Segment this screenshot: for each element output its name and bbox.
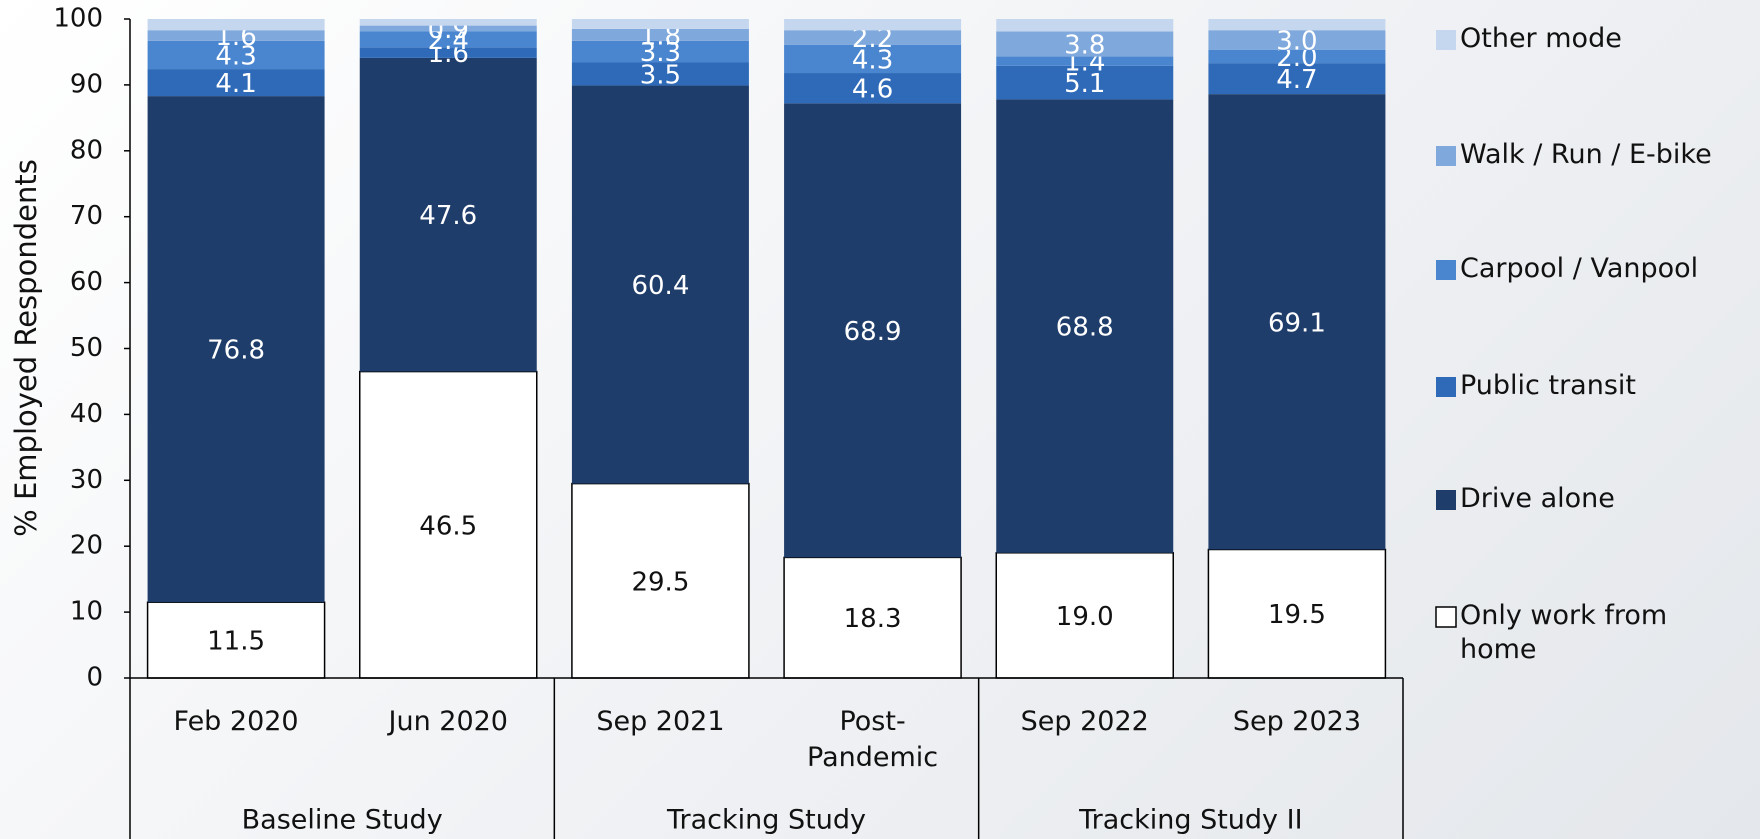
- bar-segment: [784, 44, 962, 74]
- data-label: 4.1: [215, 69, 256, 99]
- group-label: Baseline Study: [242, 805, 443, 836]
- bar-segment: [1208, 94, 1386, 550]
- data-label: 4.7: [1276, 65, 1317, 95]
- bar-segment: [147, 30, 325, 41]
- bar-segment: [147, 69, 325, 97]
- data-label: 5.1: [1064, 69, 1105, 99]
- data-label: 4.6: [852, 75, 893, 105]
- bar-segment: [1207, 548, 1387, 679]
- bar-segment: [147, 19, 325, 31]
- bar-segment: [784, 30, 962, 45]
- legend-swatch: [1435, 606, 1457, 628]
- data-label: 68.8: [1056, 313, 1114, 343]
- y-tick-label: 80: [70, 135, 103, 165]
- bar-segment: [571, 19, 749, 29]
- data-label: 3.0: [1276, 27, 1317, 57]
- legend-label: Other mode: [1460, 23, 1622, 54]
- bar-segment: [996, 65, 1174, 100]
- bar-segment: [996, 31, 1174, 57]
- data-label: 46.5: [419, 511, 477, 541]
- bar-segment: [359, 370, 538, 679]
- legend-swatch: [1436, 490, 1456, 510]
- legend-label: Only work from home: [1460, 600, 1668, 665]
- data-label: 4.3: [215, 41, 256, 71]
- bar-segment: [359, 19, 537, 26]
- legend-swatch: [1436, 377, 1456, 397]
- bar-segment: [996, 56, 1174, 66]
- bar-segment: [571, 85, 749, 484]
- y-tick-label: 0: [86, 663, 103, 693]
- bar-segment: [1208, 19, 1386, 31]
- bar-segment: [784, 19, 962, 31]
- data-label: 29.5: [631, 567, 689, 597]
- bar-segment: [359, 47, 537, 58]
- x-tick-label: Sep 2022: [1020, 706, 1149, 737]
- y-tick-label: 10: [70, 597, 103, 627]
- y-tick-label: 70: [70, 201, 103, 231]
- data-label: 76.8: [207, 336, 265, 366]
- y-tick-label: 60: [70, 267, 103, 297]
- y-tick-label: 40: [70, 399, 103, 429]
- group-label: Tracking Study: [666, 805, 866, 836]
- bar-segment: [359, 31, 537, 48]
- bar-segment: [571, 40, 749, 63]
- y-tick-label: 30: [70, 465, 103, 495]
- bar-segment: [571, 28, 749, 41]
- legend-swatch: [1436, 260, 1456, 280]
- data-label: 3.5: [640, 61, 681, 91]
- y-axis-label: % Employed Respondents: [9, 159, 43, 537]
- bar-segment: [995, 552, 1174, 679]
- data-label: 19.0: [1056, 602, 1114, 632]
- y-tick-label: 100: [53, 4, 103, 34]
- data-label: 60.4: [631, 271, 689, 301]
- data-label: 3.3: [640, 38, 681, 68]
- data-label: 11.5: [207, 627, 265, 657]
- y-tick-label: 20: [70, 531, 103, 561]
- bar-segment: [996, 19, 1174, 32]
- y-tick-label: 50: [70, 333, 103, 363]
- bar-segment: [784, 73, 962, 104]
- x-tick-label: Sep 2023: [1232, 706, 1361, 737]
- bar-segment: [359, 57, 537, 372]
- bar-segment: [1208, 63, 1386, 95]
- data-label: 18.3: [844, 604, 902, 634]
- bar-segment: [571, 62, 749, 86]
- bar-segment: [784, 103, 962, 558]
- data-label: 4.3: [852, 45, 893, 75]
- data-label: 68.9: [844, 317, 902, 347]
- bar-segment: [571, 482, 750, 679]
- x-tick-label: Feb 2020: [173, 706, 299, 737]
- x-tick-label: Post-Pandemic: [807, 706, 939, 773]
- y-tick-label: 90: [70, 69, 103, 99]
- data-label: 47.6: [419, 201, 477, 231]
- legend-swatch: [1436, 30, 1456, 50]
- legend-label: Public transit: [1460, 370, 1636, 401]
- data-label: 69.1: [1268, 308, 1326, 338]
- bar-segment: [147, 96, 325, 603]
- legend-swatch: [1436, 146, 1456, 166]
- legend-label: Carpool / Vanpool: [1460, 253, 1699, 284]
- x-tick-label: Jun 2020: [388, 706, 508, 737]
- data-label: 3.8: [1064, 31, 1105, 61]
- legend-label: Walk / Run / E-bike: [1460, 139, 1712, 170]
- bar-segment: [783, 556, 962, 679]
- x-tick-label: Sep 2021: [596, 706, 725, 737]
- group-label: Tracking Study II: [1078, 805, 1302, 836]
- bar-segment: [147, 40, 325, 70]
- bar-segment: [1208, 30, 1386, 50]
- bar-segment: [1208, 49, 1386, 64]
- data-label: 19.5: [1268, 600, 1326, 630]
- legend-label: Drive alone: [1460, 483, 1615, 514]
- bar-segment: [359, 25, 537, 32]
- bar-segment: [996, 99, 1174, 553]
- bar-segment: [146, 601, 326, 679]
